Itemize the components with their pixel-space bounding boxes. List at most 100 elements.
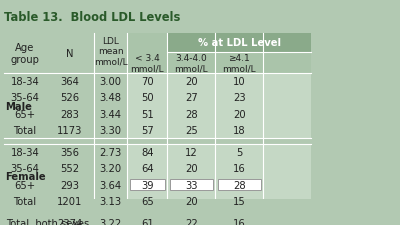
Text: 25: 25 bbox=[185, 126, 198, 136]
Bar bbox=[4, 177, 311, 193]
Text: 39: 39 bbox=[141, 180, 154, 190]
Text: 1173: 1173 bbox=[57, 126, 83, 136]
Text: 12: 12 bbox=[185, 147, 198, 157]
Bar bbox=[4, 106, 311, 123]
Text: 2.73: 2.73 bbox=[100, 147, 122, 157]
Bar bbox=[215, 53, 263, 74]
Text: 356: 356 bbox=[60, 147, 80, 157]
Bar bbox=[167, 193, 215, 209]
Text: 16: 16 bbox=[233, 218, 246, 225]
Bar bbox=[127, 106, 167, 123]
Text: 2374: 2374 bbox=[57, 218, 83, 225]
Text: 23: 23 bbox=[233, 93, 246, 103]
Text: 22: 22 bbox=[185, 218, 198, 225]
Bar bbox=[215, 193, 263, 209]
Text: Total, both sexes: Total, both sexes bbox=[6, 218, 89, 225]
Bar bbox=[263, 144, 311, 160]
Bar bbox=[263, 90, 311, 106]
Bar bbox=[167, 106, 215, 123]
Bar bbox=[127, 74, 167, 90]
Text: 33: 33 bbox=[185, 180, 198, 190]
Text: 35-64: 35-64 bbox=[10, 164, 40, 173]
Text: % at LDL Level: % at LDL Level bbox=[198, 38, 281, 48]
Text: Total: Total bbox=[14, 196, 36, 206]
Text: 20: 20 bbox=[185, 196, 198, 206]
Text: 5: 5 bbox=[236, 147, 242, 157]
Text: 27: 27 bbox=[185, 93, 198, 103]
Text: 51: 51 bbox=[141, 109, 154, 119]
Bar bbox=[263, 160, 311, 177]
Text: 3.30: 3.30 bbox=[100, 126, 122, 136]
Bar bbox=[167, 144, 215, 160]
Text: 3.13: 3.13 bbox=[100, 196, 122, 206]
Text: 50: 50 bbox=[141, 93, 154, 103]
Bar bbox=[215, 106, 263, 123]
Text: Female: Female bbox=[6, 172, 46, 182]
Bar bbox=[167, 177, 215, 193]
Text: 20: 20 bbox=[185, 164, 198, 173]
Bar bbox=[167, 160, 215, 177]
Text: 3.48: 3.48 bbox=[100, 93, 122, 103]
Bar bbox=[167, 123, 215, 139]
Text: 20: 20 bbox=[233, 109, 246, 119]
Bar bbox=[4, 123, 311, 139]
Bar bbox=[263, 53, 311, 74]
Bar bbox=[4, 160, 311, 177]
Bar bbox=[263, 193, 311, 209]
Bar bbox=[215, 90, 263, 106]
Bar bbox=[127, 123, 167, 139]
Bar bbox=[215, 144, 263, 160]
Bar bbox=[167, 74, 215, 90]
Text: 552: 552 bbox=[60, 164, 80, 173]
Bar bbox=[170, 179, 213, 191]
Bar bbox=[263, 177, 311, 193]
Text: 18-34: 18-34 bbox=[11, 77, 39, 87]
Bar bbox=[127, 193, 167, 209]
Bar bbox=[127, 214, 167, 225]
Bar bbox=[167, 53, 215, 74]
Text: ≥4.1
mmol/L: ≥4.1 mmol/L bbox=[222, 54, 256, 73]
Bar bbox=[4, 144, 311, 160]
Bar bbox=[215, 74, 263, 90]
Text: Table 13.  Blood LDL Levels: Table 13. Blood LDL Levels bbox=[4, 11, 180, 24]
Bar bbox=[263, 74, 311, 90]
Text: 61: 61 bbox=[141, 218, 154, 225]
Text: 70: 70 bbox=[141, 77, 154, 87]
Bar bbox=[167, 214, 215, 225]
Bar bbox=[167, 34, 311, 53]
Bar bbox=[218, 217, 261, 225]
Text: LDL
mean
mmol/L: LDL mean mmol/L bbox=[94, 37, 128, 67]
Bar bbox=[218, 179, 261, 191]
Text: 65+: 65+ bbox=[14, 180, 36, 190]
Text: 3.00: 3.00 bbox=[100, 77, 122, 87]
Bar bbox=[4, 193, 311, 209]
Text: 16: 16 bbox=[233, 164, 246, 173]
Text: Male: Male bbox=[6, 101, 32, 111]
Text: < 3.4
mmol/L: < 3.4 mmol/L bbox=[130, 54, 164, 73]
Bar bbox=[263, 106, 311, 123]
Text: 283: 283 bbox=[60, 109, 80, 119]
Text: 65+: 65+ bbox=[14, 109, 36, 119]
Text: 18-34: 18-34 bbox=[11, 147, 39, 157]
Bar bbox=[215, 123, 263, 139]
Text: 64: 64 bbox=[141, 164, 154, 173]
Bar bbox=[4, 214, 311, 225]
Bar bbox=[215, 177, 263, 193]
Bar bbox=[4, 209, 311, 214]
Text: 28: 28 bbox=[233, 180, 246, 190]
Bar bbox=[127, 160, 167, 177]
Bar bbox=[215, 214, 263, 225]
Bar bbox=[4, 74, 311, 90]
Text: 3.64: 3.64 bbox=[100, 180, 122, 190]
Text: 84: 84 bbox=[141, 147, 154, 157]
Text: 35-64: 35-64 bbox=[10, 93, 40, 103]
Text: Total: Total bbox=[14, 126, 36, 136]
Text: 15: 15 bbox=[233, 196, 246, 206]
Text: 3.4-4.0
mmol/L: 3.4-4.0 mmol/L bbox=[174, 54, 208, 73]
Text: 3.22: 3.22 bbox=[100, 218, 122, 225]
Text: 20: 20 bbox=[185, 77, 198, 87]
Text: 526: 526 bbox=[60, 93, 80, 103]
Text: 28: 28 bbox=[185, 109, 198, 119]
Bar bbox=[127, 90, 167, 106]
Bar bbox=[4, 90, 311, 106]
